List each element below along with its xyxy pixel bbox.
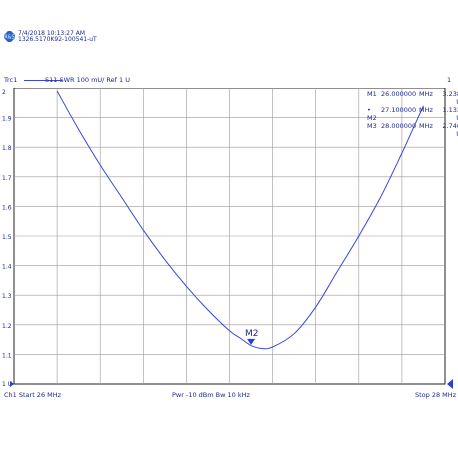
trace-name[interactable]: Trc1 bbox=[4, 76, 18, 84]
marker-name: M1 bbox=[367, 90, 377, 98]
marker-frequency: 26.000000 bbox=[381, 90, 417, 98]
marker-frequency: 28.000000 bbox=[381, 122, 417, 130]
marker-value: 1.132 U bbox=[442, 106, 458, 122]
instrument-id: 1326.5170K92-100541-uT bbox=[18, 36, 97, 43]
channel-start: Ch1 Start 26 MHz bbox=[4, 391, 62, 399]
y-tick-label: 1.9 bbox=[2, 116, 12, 123]
y-tick-label: 1.7 bbox=[2, 175, 12, 182]
marker-name: • M2 bbox=[367, 106, 377, 122]
y-tick-label: 1.1 bbox=[2, 352, 12, 359]
marker-frequency: 27.100000 bbox=[381, 106, 417, 114]
rohde-schwarz-logo: R&S bbox=[4, 31, 15, 42]
marker-triangle bbox=[247, 338, 256, 345]
marker-value: 3.238 U bbox=[442, 90, 458, 106]
marker-value: 2.740 U bbox=[442, 122, 458, 138]
y-tick-label: 1.5 bbox=[2, 234, 12, 241]
marker-label: M2 bbox=[245, 329, 258, 339]
ref-arrows bbox=[10, 379, 453, 389]
y-tick-label: 1 U bbox=[2, 381, 12, 388]
svg-text:R&S: R&S bbox=[4, 34, 15, 40]
channel-stop: Stop 28 MHz bbox=[415, 391, 457, 399]
y-tick-label: 1.3 bbox=[2, 293, 12, 300]
y-tick-label: 1.8 bbox=[2, 145, 12, 152]
marker-unit: MHz bbox=[419, 122, 433, 130]
s11-swr-trace bbox=[56, 90, 424, 350]
trace-description[interactable]: S11 SWR 100 mU/ Ref 1 U bbox=[45, 76, 130, 84]
channel-number: 1 bbox=[447, 76, 452, 84]
marker-m2: M2 bbox=[245, 329, 259, 345]
marker-unit: MHz bbox=[419, 106, 433, 114]
y-tick-labels: 2 1.9 1.8 1.7 1.6 1.5 1.4 1.3 1.2 1.1 1 U bbox=[2, 89, 12, 388]
marker-unit: MHz bbox=[419, 90, 433, 98]
y-tick-label: 2 bbox=[2, 89, 6, 96]
scroll-right-arrow-icon bbox=[447, 379, 453, 389]
trace-legend-line bbox=[24, 80, 62, 81]
timestamp: 7/4/2018 10:13:27 AM bbox=[18, 30, 85, 37]
y-tick-label: 1.2 bbox=[2, 323, 12, 330]
ref-level-arrow-icon bbox=[10, 381, 14, 387]
power-bandwidth: Pwr -10 dBm Bw 10 kHz bbox=[172, 391, 250, 399]
marker-name: M3 bbox=[367, 122, 377, 130]
smith-swr-chart[interactable]: 2 1.9 1.8 1.7 1.6 1.5 1.4 1.3 1.2 1.1 1 U M2 bbox=[0, 88, 458, 392]
chart-grid bbox=[13, 88, 446, 385]
y-tick-label: 1.6 bbox=[2, 204, 12, 211]
y-tick-label: 1.4 bbox=[2, 264, 12, 271]
